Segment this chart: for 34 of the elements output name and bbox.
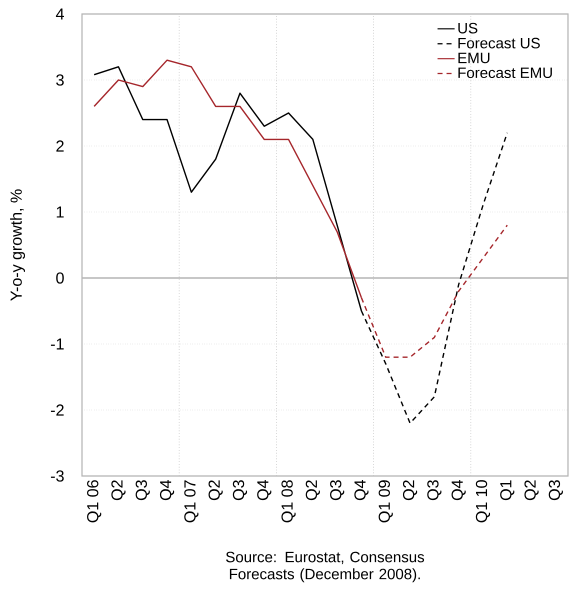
x-tick-label: Q3 — [136, 480, 150, 500]
y-tick-label: 2 — [56, 140, 64, 152]
x-tick-label: Q4 — [354, 480, 369, 500]
y-tick-label: -1 — [50, 338, 64, 350]
legend-label: Forecast EMU — [458, 68, 552, 78]
x-tick-label: Q2 — [208, 480, 223, 500]
x-tick-label: Q3 — [330, 480, 344, 500]
x-tick-label: Q2 — [524, 480, 539, 500]
legend-label: Forecast US — [458, 38, 540, 48]
x-tick-label: Q1 07 — [184, 480, 198, 522]
y-tick-label: 3 — [56, 74, 64, 86]
x-tick-label: Q3 — [548, 480, 563, 500]
x-tick-label: Q3 — [232, 480, 248, 500]
legend-label: US — [458, 22, 478, 34]
y-tick-label: -3 — [50, 470, 64, 482]
x-tick-label: Q1 09 — [378, 480, 393, 522]
x-tick-label: Q1 08 — [281, 480, 296, 522]
y-tick-label: 4 — [56, 8, 64, 20]
y-axis-title: Y-o-y growth, % — [10, 189, 26, 301]
x-tick-label: Q1 10 — [476, 480, 490, 522]
x-tick-label: Q2 — [306, 480, 320, 500]
x-tick-label: Q2 — [402, 480, 418, 500]
x-tick-label: Q1 06 — [87, 480, 102, 522]
y-tick-label: -2 — [50, 404, 64, 416]
x-tick-label: Q1 — [500, 480, 514, 500]
x-tick-label: Q4 — [160, 480, 174, 500]
source-note: Source: Eurostat, Consensus Forecasts (December 2008). — [226, 552, 424, 582]
x-tick-label: Q4 — [452, 480, 466, 500]
x-tick-label: Q3 — [427, 480, 442, 500]
legend-label: EMU — [458, 52, 490, 64]
x-tick-label: Q4 — [257, 480, 272, 500]
y-tick-label: 0 — [56, 272, 64, 284]
x-tick-label: Q2 — [111, 480, 126, 500]
y-tick-label: 1 — [56, 206, 64, 218]
